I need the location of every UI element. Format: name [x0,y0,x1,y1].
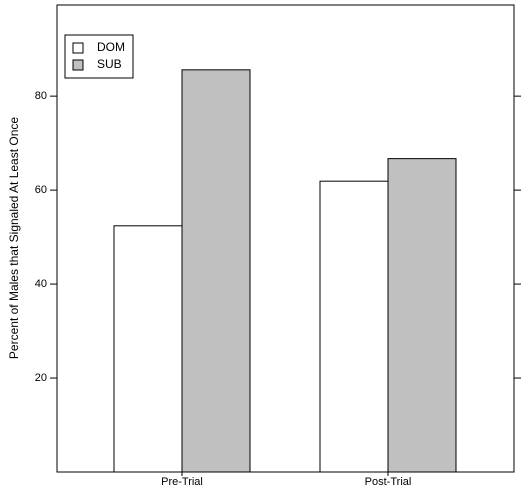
legend-box [64,34,134,79]
legend-swatch [72,59,84,71]
bar [319,180,389,473]
bar [387,158,457,473]
y-tick-label: 20 [35,372,47,384]
y-tick-label: 40 [35,278,47,290]
legend-label: DOM [97,40,125,54]
x-tick-label: Post-Trial [365,476,412,488]
legend-label: SUB [97,57,122,71]
bar [181,69,251,473]
plot-frame [56,4,515,473]
x-tick-label: Pre-Trial [161,476,203,488]
y-axis-label: Percent of Males that Signaled At Least … [7,117,21,359]
y-tick-label: 80 [35,90,47,102]
y-tick-label: 60 [35,184,47,196]
legend-swatch [72,42,84,54]
legend: DOM SUB [64,34,134,79]
bar [113,225,183,473]
